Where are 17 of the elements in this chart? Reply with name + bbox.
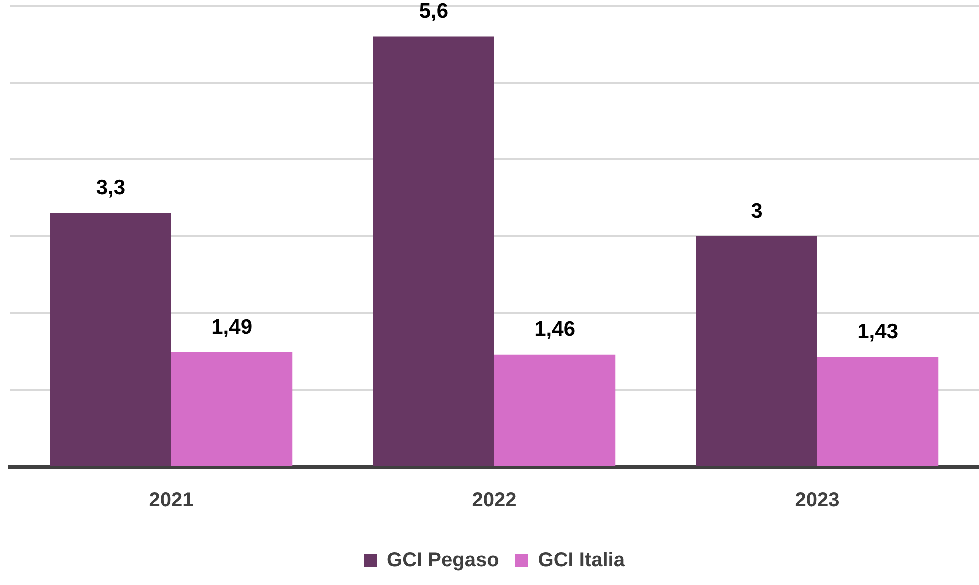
bar [818, 357, 939, 466]
data-label: 3,3 [96, 176, 126, 200]
bar [50, 213, 172, 466]
bar [696, 236, 818, 466]
bar [494, 354, 616, 466]
bar [373, 36, 494, 466]
legend-label: GCI Italia [538, 550, 626, 572]
bar [172, 352, 293, 466]
x-tick-label: 2022 [472, 490, 517, 512]
data-label: 1,43 [858, 320, 898, 344]
x-tick-label: 2023 [795, 490, 840, 512]
legend-label: GCI Pegaso [387, 550, 500, 572]
data-label: 1,46 [534, 318, 576, 342]
data-label: 3 [751, 200, 763, 223]
x-tick-label: 2021 [149, 490, 194, 512]
data-label: 1,49 [212, 316, 252, 339]
data-label: 5,6 [419, 0, 449, 24]
